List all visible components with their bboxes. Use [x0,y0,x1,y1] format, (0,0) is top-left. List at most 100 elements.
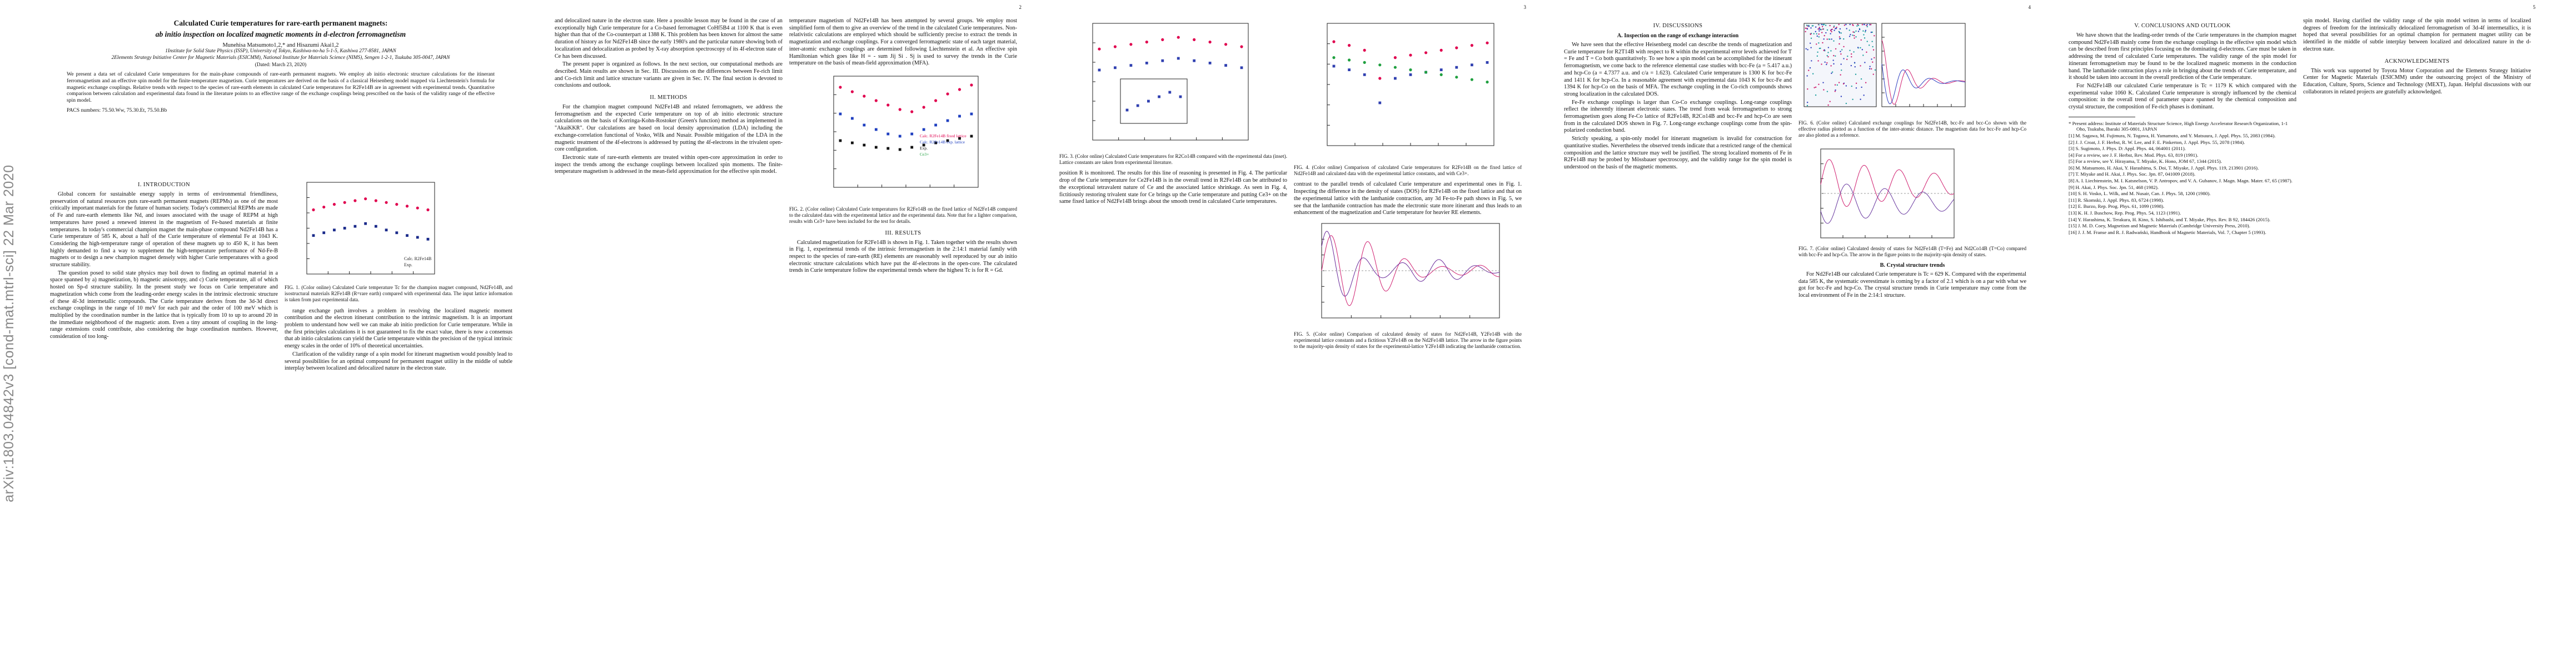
paragraph: spin model. Having clarified the validit… [2303,18,2531,53]
figure-7-caption: FIG. 7. (Color online) Calculated densit… [1798,246,2026,258]
arxiv-stamp: arXiv:1803.04842v3 [cond-mat.mtrl-sci] 2… [1,0,18,667]
calc-point [1145,41,1148,43]
reference-item: [3] S. Sugimoto, J. Phys. D: Appl. Phys.… [2069,146,2296,152]
coupling-point [1863,94,1864,96]
coupling-point [1822,28,1823,29]
coupling-point [1873,73,1874,74]
figure-7-plot [1798,143,2026,243]
coupling-point [1841,96,1842,97]
coupling-point [1811,60,1812,61]
page-5: 5 V. CONCLUSIONS AND OUTLOOK We have sho… [2046,0,2541,667]
figure-6-plot [1798,18,2026,118]
coupling-point [1872,62,1873,63]
plot-frame [1804,23,1876,107]
calc-point [1378,77,1381,79]
coupling-point [1833,63,1834,64]
figure-3 [1059,18,1287,151]
figure-2-caption: FIG. 2. (Color online) Calculated Curie … [789,206,1017,225]
calc-exp-point [899,135,901,138]
coupling-point [1830,65,1831,66]
coupling-point [1871,58,1872,59]
inset-point [1126,109,1129,112]
coupling-point [1859,29,1860,30]
coupling-point [1822,42,1823,43]
reference-item: [10] S. H. Vosko, L. Wilk, and M. Nusair… [2069,191,2296,197]
figure-3-plot [1059,18,1287,151]
calc-point [322,206,325,208]
coupling-point [1855,36,1856,37]
coupling-point [1807,105,1808,106]
page3-right-column: FIG. 4. (Color online) Comparison of cal… [1294,18,1522,355]
figure-5-plot [1294,218,1522,329]
coupling-point [1818,30,1820,31]
coupling-point [1805,28,1806,29]
page-3: 3 FIG. 3. (Color online) Calculated Curi… [1037,0,1532,667]
page-number: 5 [2533,4,2536,10]
paragraph: We have seen that the effective Heisenbe… [1564,42,1792,98]
calc-point [343,201,346,204]
calc-point [1177,36,1180,39]
coupling-point [1833,40,1834,41]
calc-point [375,199,377,202]
calc-fixed-point [851,90,854,93]
coupling-point [1827,104,1828,106]
page-1: Calculated Curie temperatures for rare-e… [28,0,522,667]
reference-item: [11] R. Skomski, J. Appl. Phys. 83, 6724… [2069,197,2296,203]
exp-point [416,236,419,239]
coupling-point [1827,91,1828,92]
calc-point [333,203,336,206]
exp-point [1098,69,1101,72]
coupling-point [1847,56,1848,57]
calc-point [1394,56,1397,59]
paper-title-line1: Calculated Curie temperatures for rare-e… [50,19,511,28]
exp-point [970,135,973,138]
page1-right-column: Calc. R2Fe14B Exp. FIG. 1. (Color online)… [285,177,512,374]
figure-5 [1294,218,1522,329]
coupling-point [1851,53,1852,54]
reference-item: * Present address: Institute of Material… [2069,121,2296,132]
coupling-point [1865,31,1866,32]
coupling-point [1816,43,1817,44]
calc-point [364,197,367,200]
coupling-point [1813,33,1815,34]
coupling-point [1812,73,1813,74]
coupling-point [1853,51,1854,52]
paragraph: contrast to the parallel trends of calcu… [1294,181,1522,217]
calc-point [1363,49,1366,52]
calc-point [1348,44,1351,47]
calc-point [385,201,387,204]
coupling-point [1819,27,1820,28]
legend-label: Exp. [404,262,412,267]
calc-fixed-point [839,86,841,88]
coupling-point [1861,78,1862,79]
calc-exp-point [970,113,973,116]
calc-fixed-point [910,110,913,113]
date: (Dated: March 23, 2020) [50,62,511,68]
page4-right-column: FIG. 6. (Color online) Calculated exchan… [1798,18,2026,301]
coupling-point [1852,24,1853,25]
coupling-point [1815,94,1816,96]
exp-point [343,227,346,230]
paragraph: Global concern for sustainable energy su… [50,191,278,269]
reference-item: [9] H. Akai, J. Phys. Soc. Jpn. 51, 468 … [2069,185,2296,191]
coupling-point [1843,46,1844,47]
coupling-point [1810,67,1811,68]
inset-point [1158,96,1160,98]
exp-point [899,148,901,151]
coupling-point [1871,68,1872,69]
calc-exp-point [910,133,913,136]
coupling-point [1823,50,1824,51]
page5-right-column: spin model. Having clarified the validit… [2303,18,2531,97]
coupling-point [1817,56,1818,57]
exp-point [322,231,325,234]
coupling-point [1808,25,1809,26]
coupling-point [1846,85,1847,86]
page3-left-column: FIG. 3. (Color online) Calculated Curie … [1059,18,1287,207]
coupling-point [1818,28,1820,29]
coupling-point [1808,69,1809,71]
coupling-point [1850,34,1851,35]
calc-point [1455,46,1458,49]
reference-item: [7] T. Miyake and H. Akai, J. Phys. Soc.… [2069,171,2296,177]
coupling-point [1869,66,1870,67]
paragraph: For Nd2Fe14B our calculated Curie temper… [2069,83,2296,111]
